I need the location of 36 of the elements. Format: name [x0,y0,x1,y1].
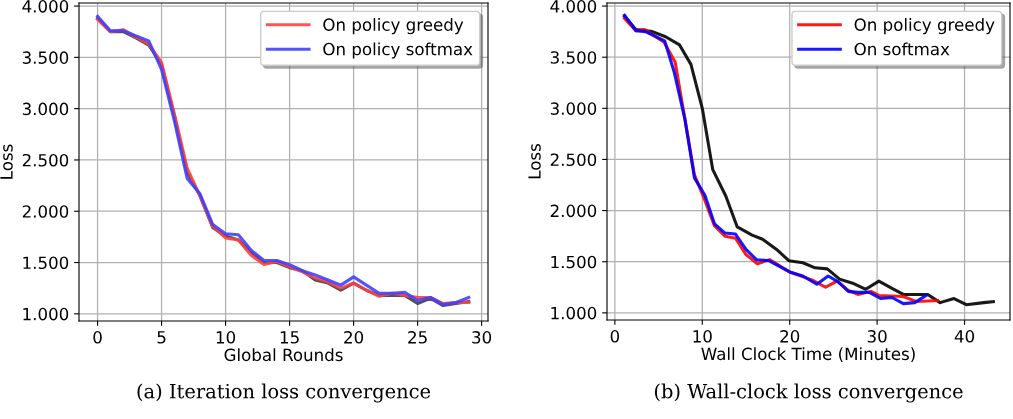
x-tick-label: 20 [344,331,364,344]
x-tick-label: 30 [867,330,887,343]
text: (b) Wall-clock loss convergence [654,383,963,403]
x-tick-label: 20 [780,330,800,343]
legend-label: On policy greedy [323,18,464,35]
y-tick-label: 2.000 [550,204,597,218]
legend-label: On policy greedy [854,18,995,35]
y-tick-label: 3.500 [550,51,597,64]
y-tick-label: 1.500 [551,255,597,269]
y-tick-label: 3.000 [550,102,597,115]
x-tick-label: 10 [693,330,712,343]
x-tick-label: 10 [216,331,236,344]
legend-label: On policy softmax [323,42,473,59]
y-tick-label: 2.500 [22,153,69,167]
y-tick-label: 1.000 [23,307,69,321]
y-tick-label: 2.500 [550,153,597,167]
text: (a) Iteration loss convergence [137,383,431,403]
x-axis-title: Wall Clock Time (Minutes) [701,347,915,363]
x-tick-label: 30 [472,331,492,344]
x-tick-label: 5 [157,331,166,344]
y-axis-title: Loss [0,144,13,179]
y-tick-label: 2.000 [22,205,69,218]
x-axis-title: Global Rounds [224,348,343,362]
x-tick-label: 40 [954,330,975,343]
y-tick-label: 1.500 [23,256,69,270]
y-tick-label: 3.000 [22,102,69,116]
y-tick-label: 1.000 [551,306,597,320]
x-tick-label: 0 [610,330,620,343]
y-tick-label: 3.500 [22,51,69,64]
y-tick-label: 4.000 [22,0,69,13]
x-tick-label: 15 [280,331,299,344]
x-tick-label: 25 [408,331,427,344]
y-axis-title: Loss [528,144,541,179]
x-tick-label: 0 [93,331,102,344]
y-tick-label: 4.000 [550,0,597,13]
legend-label: On softmax [854,42,950,56]
